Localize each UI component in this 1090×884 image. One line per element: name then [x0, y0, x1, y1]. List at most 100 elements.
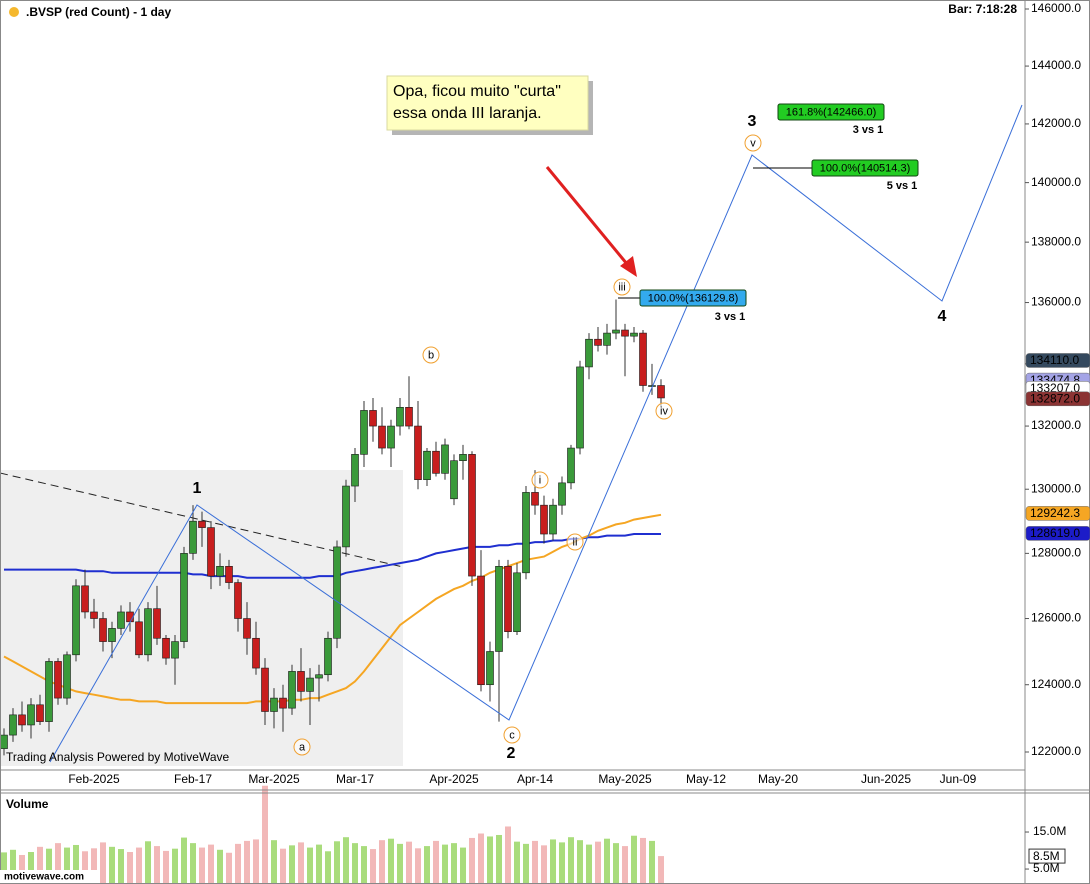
- x-tick-label: Feb-17: [174, 772, 212, 786]
- candle-body: [513, 572, 521, 632]
- wave-circle: [503, 726, 521, 744]
- note-text: essa onda III laranja.: [393, 105, 542, 122]
- candle-body: [279, 697, 287, 709]
- volume-bar: [127, 852, 133, 883]
- candle-body: [378, 425, 386, 449]
- candle-body: [153, 608, 161, 639]
- volume-bar: [262, 785, 268, 883]
- y-tick-label: 15.0M: [1033, 824, 1066, 838]
- volume-bar: [280, 848, 286, 883]
- volume-bar: [19, 854, 25, 883]
- footer-bg: [0, 870, 100, 883]
- candle-body: [576, 366, 584, 449]
- volume-bar: [460, 847, 466, 883]
- candle-body: [144, 608, 152, 656]
- volume-bar: [154, 846, 160, 883]
- candle-body: [63, 654, 71, 699]
- volume-bar: [235, 843, 241, 883]
- x-tick-label: Mar-17: [336, 772, 374, 786]
- wave-label: iii: [618, 281, 625, 293]
- candle-body: [540, 504, 548, 535]
- y-tick-label: 126000.0: [1031, 611, 1081, 625]
- price-marker-label: 134110.0: [1030, 353, 1079, 367]
- candle-body: [36, 704, 44, 722]
- volume-bar: [190, 843, 196, 883]
- candle-body: [0, 734, 8, 749]
- candle-body: [45, 661, 53, 722]
- candle-body: [450, 460, 458, 500]
- volume-bar: [109, 846, 115, 883]
- wave-circle: [566, 533, 584, 551]
- candle-body: [333, 546, 341, 639]
- candle-body: [477, 575, 485, 686]
- volume-bar: [532, 840, 538, 883]
- wave-label: ii: [573, 536, 578, 548]
- candle-body: [252, 637, 260, 669]
- candle-body: [495, 566, 503, 652]
- candle-body: [432, 450, 440, 474]
- candle-body: [585, 338, 593, 368]
- candle-body: [90, 611, 98, 619]
- x-tick-label: Jun-09: [940, 772, 977, 786]
- volume-bar: [226, 852, 232, 883]
- volume-bar: [595, 841, 601, 883]
- fib-label: 100.0%(140514.3): [820, 162, 911, 174]
- volume-bar: [37, 846, 43, 883]
- volume-bar: [307, 847, 313, 883]
- volume-bar: [415, 848, 421, 883]
- candle-body: [225, 566, 233, 583]
- volume-bar: [523, 843, 529, 883]
- y-tick-label: 136000.0: [1031, 295, 1081, 309]
- volume-bar: [622, 846, 628, 883]
- volume-bar: [424, 846, 430, 883]
- volume-bar: [208, 844, 214, 883]
- candle-body: [189, 520, 197, 554]
- candle-body: [396, 406, 404, 427]
- wave-label: a: [299, 741, 306, 753]
- candle-body: [135, 621, 143, 656]
- volume-bar: [514, 841, 520, 883]
- volume-bar: [163, 850, 169, 883]
- volume-bar: [586, 844, 592, 883]
- candle-body: [180, 553, 188, 642]
- candle-body: [342, 485, 350, 548]
- candle-body: [504, 566, 512, 632]
- candle-body: [297, 671, 305, 692]
- volume-bar: [172, 848, 178, 883]
- moving-average: [3, 513, 662, 705]
- fib-box: [639, 289, 747, 307]
- wave-circle: [531, 471, 549, 489]
- wave-circle: [655, 402, 673, 420]
- candle-body: [198, 520, 206, 528]
- candle-body: [306, 677, 314, 692]
- volume-bar: [451, 843, 457, 883]
- fib-ratio: 5 vs 1: [887, 180, 918, 192]
- candle-body: [324, 637, 332, 676]
- y-tick-label: 5.0M: [1033, 861, 1060, 875]
- y-tick-label: 132000.0: [1031, 418, 1081, 432]
- volume-bar: [325, 851, 331, 883]
- y-tick-label: 124000.0: [1031, 677, 1081, 691]
- candle-body: [387, 425, 395, 449]
- fib-ratio: 3 vs 1: [853, 124, 884, 136]
- volume-bar: [559, 842, 565, 883]
- volume-bar: [352, 843, 358, 883]
- volume-bar: [289, 845, 295, 883]
- volume-marker-label: 8.5M: [1033, 849, 1060, 863]
- candle-body: [621, 329, 629, 337]
- price-marker-label: 129242.3: [1030, 506, 1080, 520]
- candle-body: [423, 450, 431, 480]
- x-tick-label: May-12: [686, 772, 726, 786]
- price-marker-label: 132872.0: [1030, 391, 1080, 405]
- volume-bar: [298, 842, 304, 883]
- candle-body: [414, 425, 422, 480]
- volume-bar: [136, 847, 142, 883]
- candle-body: [657, 385, 665, 399]
- note-box: [386, 75, 589, 131]
- candle-body: [405, 406, 413, 427]
- y-tick-label: 122000.0: [1031, 744, 1081, 758]
- volume-bar: [433, 840, 439, 883]
- volume-bar: [397, 843, 403, 883]
- volume-bar: [541, 845, 547, 883]
